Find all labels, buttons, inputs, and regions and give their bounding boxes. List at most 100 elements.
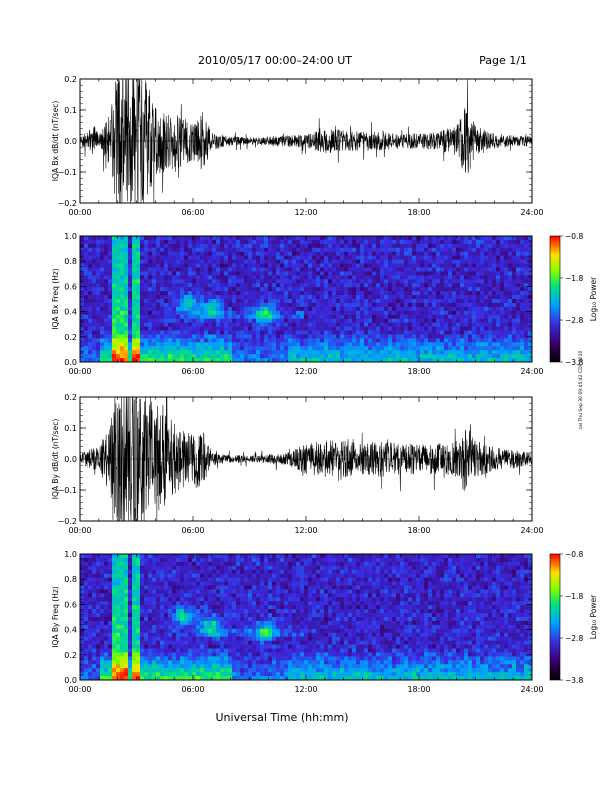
- heat-cell: [256, 243, 261, 249]
- heat-cell: [488, 279, 493, 284]
- heat-cell: [384, 342, 389, 347]
- heat-cell: [284, 295, 289, 300]
- heat-cell: [128, 255, 133, 261]
- heat-cell: [280, 259, 285, 264]
- heat-cell: [528, 318, 533, 324]
- heat-cell: [132, 664, 137, 669]
- heat-cell: [380, 251, 385, 257]
- heat-cell: [308, 346, 313, 351]
- heat-cell: [216, 236, 221, 241]
- heat-cell: [200, 330, 205, 335]
- heat-cell: [352, 255, 357, 261]
- heat-cell: [252, 354, 257, 359]
- heat-cell: [84, 283, 89, 288]
- heat-cell: [508, 283, 513, 288]
- heat-cell: [180, 236, 185, 241]
- heat-cell: [320, 354, 325, 359]
- heat-cell: [172, 601, 177, 606]
- heat-cell: [220, 322, 225, 327]
- heat-cell: [156, 322, 161, 327]
- heat-cell: [492, 275, 497, 280]
- heat-cell: [288, 259, 293, 264]
- heat-cell: [132, 295, 137, 300]
- heat-cell: [384, 251, 389, 257]
- heat-cell: [92, 620, 97, 626]
- heat-cell: [180, 314, 185, 320]
- heat-cell: [120, 322, 125, 327]
- heat-cell: [224, 314, 229, 320]
- heat-cell: [164, 581, 169, 586]
- heat-cell: [268, 267, 273, 272]
- heat-cell: [316, 338, 321, 343]
- heat-cell: [312, 287, 317, 292]
- heat-cell: [148, 648, 153, 653]
- heat-cell: [168, 656, 173, 661]
- heat-cell: [480, 287, 485, 292]
- heat-cell: [148, 640, 153, 645]
- heat-cell: [172, 306, 177, 312]
- heat-cell: [188, 236, 193, 241]
- heat-cell: [324, 295, 329, 300]
- heat-cell: [420, 259, 425, 264]
- heat-cell: [88, 267, 93, 272]
- heat-cell: [404, 322, 409, 327]
- heat-cell: [516, 350, 521, 355]
- heat-cell: [156, 267, 161, 272]
- heat-cell: [84, 628, 89, 634]
- heat-cell: [432, 354, 437, 359]
- heat-cell: [228, 358, 233, 363]
- heat-cell: [508, 247, 513, 253]
- heat-cell: [484, 255, 489, 261]
- heat-cell: [448, 279, 453, 284]
- heat-cell: [140, 255, 145, 261]
- heat-cell: [368, 287, 373, 292]
- heat-cell: [120, 609, 125, 614]
- heat-cell: [480, 310, 485, 316]
- heat-cell: [236, 239, 241, 245]
- heat-cell: [84, 664, 89, 669]
- heat-cell: [396, 291, 401, 296]
- heat-cell: [416, 251, 421, 257]
- heat-cell: [156, 620, 161, 626]
- heat-cell: [152, 275, 157, 280]
- heat-cell: [168, 565, 173, 571]
- heat-cell: [124, 664, 129, 669]
- heat-cell: [212, 243, 217, 249]
- heat-cell: [448, 342, 453, 347]
- heat-cell: [160, 609, 165, 614]
- heat-cell: [324, 255, 329, 261]
- heat-cell: [424, 263, 429, 268]
- heat-cell: [456, 322, 461, 327]
- heat-cell: [208, 263, 213, 268]
- heat-cell: [388, 306, 393, 312]
- heat-cell: [160, 287, 165, 292]
- heat-cell: [472, 334, 477, 339]
- heat-cell: [96, 557, 101, 563]
- heat-cell: [124, 318, 129, 324]
- heat-cell: [424, 287, 429, 292]
- heat-cell: [236, 318, 241, 324]
- heat-cell: [116, 243, 121, 249]
- heat-cell: [504, 354, 509, 359]
- heat-cell: [100, 640, 105, 645]
- heat-cell: [104, 334, 109, 339]
- heat-cell: [132, 554, 137, 559]
- heat-cell: [80, 271, 85, 276]
- heat-cell: [456, 314, 461, 320]
- heat-cell: [84, 354, 89, 359]
- heat-cell: [96, 601, 101, 606]
- heat-cell: [100, 302, 105, 308]
- heat-cell: [92, 263, 97, 268]
- heat-cell: [260, 306, 265, 312]
- heat-cell: [440, 267, 445, 272]
- heat-cell: [228, 334, 233, 339]
- heat-cell: [144, 628, 149, 634]
- heat-cell: [320, 358, 325, 363]
- heat-cell: [132, 617, 137, 622]
- heat-cell: [408, 295, 413, 300]
- heat-cell: [188, 326, 193, 331]
- heat-cell: [516, 263, 521, 268]
- heat-cell: [152, 354, 157, 359]
- heat-cell: [128, 330, 133, 335]
- heat-cell: [84, 644, 89, 649]
